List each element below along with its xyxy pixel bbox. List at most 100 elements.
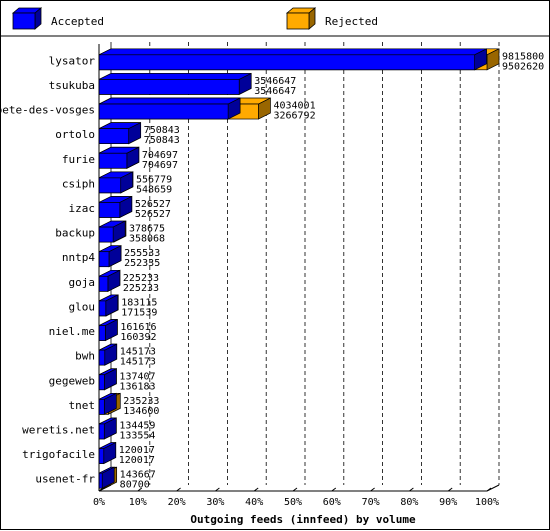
legend-item-accepted: Accepted — [11, 7, 104, 30]
category-label: bete-des-vosges — [1, 104, 95, 117]
value-label-lower: 171539 — [121, 307, 157, 318]
bar-accepted — [98, 195, 133, 219]
value-label-lower: 133554 — [119, 430, 155, 441]
value-label-lower: 526527 — [135, 209, 171, 220]
value-label-lower: 3266792 — [273, 111, 315, 122]
value-label-upper: 378675 — [129, 224, 165, 235]
x-tick-label: 60% — [323, 497, 341, 508]
value-label-lower: 145173 — [120, 357, 156, 368]
x-axis: 0% 10% 20% 30% 40% 50% 60% 70% 80% 90% 100% — [93, 44, 500, 508]
category-label: backup — [55, 227, 95, 240]
category-label: tnet — [69, 399, 96, 412]
bar-accepted — [98, 97, 241, 120]
x-tick-label: 90% — [439, 497, 457, 508]
bar-accepted — [98, 294, 119, 317]
x-tick-label: 80% — [400, 497, 418, 508]
category-label: goja — [69, 276, 96, 289]
category-label: tsukuba — [49, 79, 95, 92]
bar-accepted — [98, 417, 117, 440]
x-tick — [447, 487, 453, 492]
category-label: gegeweb — [49, 374, 95, 387]
value-label-upper: 137407 — [119, 371, 155, 382]
value-label-upper: 143667 — [120, 470, 156, 481]
value-label-upper: 556779 — [136, 174, 172, 185]
category-label: weretis.net — [22, 423, 95, 436]
value-label-upper: 9815800 — [502, 51, 544, 62]
x-tick-label: 70% — [362, 497, 380, 508]
legend-label: Rejected — [325, 15, 378, 28]
bar-accepted — [98, 343, 118, 366]
category-label: usenet-fr — [35, 473, 95, 486]
category-label: glou — [69, 300, 96, 313]
x-tick — [486, 487, 492, 492]
value-label-lower: 750843 — [144, 135, 180, 146]
x-tick — [98, 487, 104, 492]
value-label-upper: 225233 — [123, 273, 159, 284]
x-tick-label: 20% — [168, 497, 186, 508]
x-tick — [137, 487, 143, 492]
value-label-lower: 548659 — [136, 184, 172, 195]
bars — [98, 48, 500, 489]
bar-accepted — [98, 48, 487, 71]
value-label-upper: 145173 — [120, 347, 156, 358]
value-label-lower: 120017 — [119, 455, 155, 466]
value-label-upper: 750843 — [144, 125, 180, 136]
x-tick — [176, 487, 181, 492]
value-label-upper: 183115 — [121, 297, 157, 308]
bar-accepted — [98, 72, 252, 95]
x-tick-label: 30% — [206, 497, 224, 508]
value-label-upper: 704697 — [142, 150, 178, 161]
category-label: nntp4 — [62, 251, 95, 264]
category-label: lysator — [49, 54, 96, 67]
x-tick — [409, 487, 414, 492]
x-tick-label: 10% — [129, 497, 147, 508]
value-label-lower: 252335 — [124, 258, 160, 269]
category-label: niel.me — [49, 325, 95, 338]
value-label-upper: 255533 — [124, 248, 160, 259]
legend-swatch — [12, 12, 36, 30]
value-label-lower: 9502620 — [502, 61, 544, 72]
category-label: bwh — [75, 350, 95, 363]
value-label-upper: 526527 — [135, 199, 171, 210]
value-label-lower: 136183 — [119, 381, 155, 392]
bar-accepted — [98, 368, 117, 391]
x-tick-label: 100% — [475, 497, 499, 508]
x-tick — [331, 487, 337, 492]
bar-accepted — [98, 122, 142, 145]
category-label: furie — [62, 153, 95, 166]
legend-label: Accepted — [51, 15, 104, 28]
bar-accepted — [98, 269, 121, 292]
value-label-lower: 704697 — [142, 160, 178, 171]
value-label-lower: 134600 — [123, 406, 159, 417]
x-tick-label: 0% — [93, 497, 105, 508]
x-tick — [370, 487, 375, 492]
x-axis-title: Outgoing feeds (innfeed) by volume — [190, 513, 416, 526]
x-tick-label: 50% — [284, 497, 302, 508]
category-label: csiph — [62, 177, 95, 190]
value-label-upper: 120017 — [119, 445, 155, 456]
value-label-upper: 235233 — [123, 396, 159, 407]
x-tick — [292, 487, 298, 492]
value-label-lower: 225233 — [123, 283, 159, 294]
x-tick-label: 40% — [245, 497, 263, 508]
x-tick — [253, 487, 259, 492]
bar-accepted — [98, 318, 118, 342]
value-label-upper: 4034001 — [273, 101, 315, 112]
bar-accepted — [98, 220, 126, 243]
value-label-upper: 161616 — [120, 322, 156, 333]
value-label-upper: 134459 — [119, 420, 155, 431]
value-label-lower: 80700 — [120, 480, 150, 491]
legend-item-rejected: Rejected — [285, 7, 378, 30]
bar-accepted — [98, 245, 122, 268]
category-label: trigofacile — [22, 448, 95, 461]
category-label: izac — [69, 202, 96, 215]
bar-accepted — [98, 171, 134, 194]
bar-accepted — [98, 442, 117, 465]
category-label: ortolo — [55, 128, 95, 141]
bar-accepted — [98, 146, 140, 169]
bar-accepted — [98, 466, 115, 489]
value-label-upper: 3546647 — [254, 76, 296, 87]
